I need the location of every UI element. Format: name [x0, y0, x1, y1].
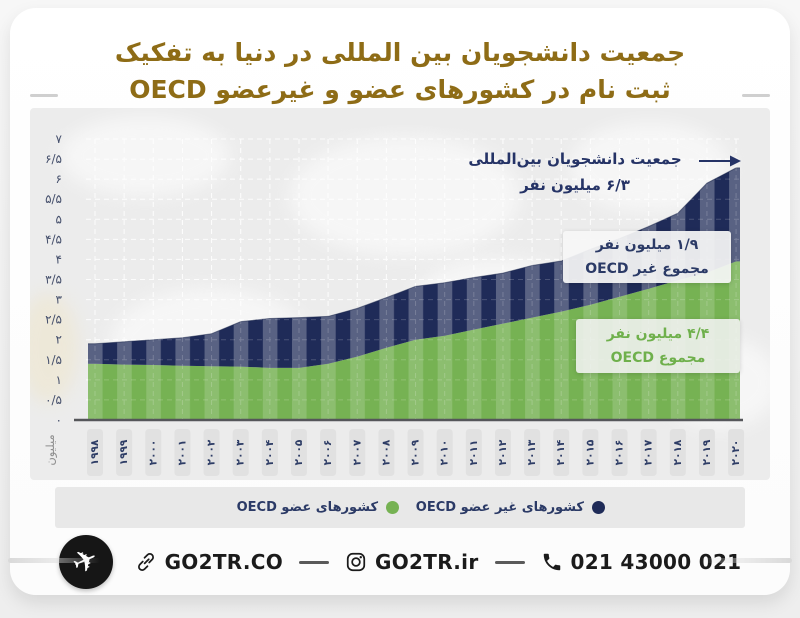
footer-instagram-link[interactable]: GO2TR.ir	[345, 550, 478, 574]
link-icon	[137, 553, 154, 571]
footer-side-dash-right	[700, 558, 792, 563]
footer-website-text: GO2TR.CO	[164, 550, 284, 574]
title-side-dash-right	[742, 94, 770, 97]
world-map-watermark	[60, 116, 230, 196]
oecd-annotation-line1: ۴/۴ میلیون نفر	[606, 326, 710, 342]
page-title: جمعیت دانشجویان بین المللی در دنیا به تف…	[0, 34, 800, 108]
total-annotation-line1: جمعیت دانشجویان بین‌المللی	[468, 150, 682, 168]
footer-instagram-text: GO2TR.ir	[375, 550, 479, 574]
footer-side-dash-left	[8, 558, 100, 563]
non-oecd-annotation-box: ۱/۹ میلیون نفر مجموع غیر OECD	[563, 231, 731, 283]
page-title-line1: جمعیت دانشجویان بین المللی در دنیا به تف…	[114, 38, 686, 67]
legend-item-non-oecd: کشورهای غیر عضو OECD	[416, 487, 605, 528]
phone-icon	[543, 553, 560, 571]
legend-dot-non-oecd	[592, 501, 605, 514]
oecd-annotation-line2: مجموع OECD	[610, 350, 706, 366]
legend-dot-oecd	[386, 501, 399, 514]
chart-legend: کشورهای غیر عضو OECD کشورهای عضو OECD	[55, 487, 745, 528]
oecd-annotation-box: ۴/۴ میلیون نفر مجموع OECD	[576, 319, 740, 373]
legend-label-oecd: کشورهای عضو OECD	[236, 500, 378, 515]
non-oecd-annotation-line1: ۱/۹ میلیون نفر	[595, 237, 699, 253]
title-side-dash-left	[30, 94, 58, 97]
footer-website-link[interactable]: GO2TR.CO	[135, 550, 283, 574]
footer-divider-dash	[494, 560, 525, 564]
instagram-icon	[346, 552, 366, 572]
world-map-watermark	[110, 288, 310, 398]
legend-label-non-oecd: کشورهای غیر عضو OECD	[415, 500, 584, 515]
total-annotation: جمعیت دانشجویان بین‌المللی ۶/۳ میلیون نف…	[455, 146, 695, 198]
footer-divider-dash	[299, 560, 330, 564]
y-axis-unit-label: میلیون	[43, 434, 57, 466]
footer-bar: ✈ GO2TR.CO GO2TR.ir 021 43000 021	[0, 531, 800, 593]
total-annotation-line2: ۶/۳ میلیون نفر	[520, 176, 630, 194]
page-title-line2: ثبت نام در کشورهای عضو و غیرعضو OECD	[129, 75, 671, 104]
world-map-watermark	[30, 293, 78, 403]
non-oecd-annotation-line2: مجموع غیر OECD	[585, 261, 709, 277]
world-map-watermark	[410, 258, 580, 358]
legend-item-oecd: کشورهای عضو OECD	[237, 487, 399, 528]
